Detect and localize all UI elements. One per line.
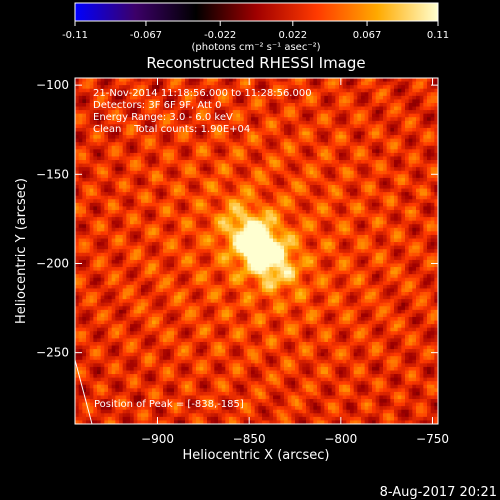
y-tick-label: −250	[36, 346, 69, 360]
info-line-detectors: Detectors: 3F 6F 9F, Att 0	[93, 100, 221, 111]
x-tick-label: −750	[416, 432, 449, 446]
chart-title: Reconstructed RHESSI Image	[146, 54, 365, 72]
colorbar-units: (photons cm⁻² s⁻¹ asec⁻²)	[191, 42, 320, 53]
colorbar-tick-label: -0.11	[62, 30, 88, 41]
colorbar-tick-label: 0.022	[278, 30, 307, 41]
colorbar	[74, 2, 439, 22]
y-tick-label: −150	[36, 167, 69, 181]
info-line-time: 21-Nov-2014 11:18:56.000 to 11:28:56.000	[93, 88, 312, 99]
x-tick-label: −850	[233, 432, 266, 446]
x-axis-ticks: −900 −850 −800 −750	[141, 78, 449, 446]
colorbar-tick-label: -0.067	[130, 30, 162, 41]
colorbar-tick-label: 0.067	[353, 30, 382, 41]
info-block: 21-Nov-2014 11:18:56.000 to 11:28:56.000…	[93, 88, 312, 135]
heatmap-image	[75, 78, 438, 424]
footer-date: 8-Aug-2017 20:21	[380, 485, 497, 500]
y-axis-ticks: −100 −150 −200 −250	[36, 78, 438, 360]
info-line-clean: Clean Total counts: 1.90E+04	[93, 124, 250, 135]
colorbar-ticks: -0.11 -0.067 -0.022 0.022 0.067 0.11	[62, 21, 449, 41]
peak-pointer-line	[74, 359, 93, 425]
x-axis-title: Heliocentric X (arcsec)	[183, 448, 330, 463]
y-tick-label: −100	[36, 78, 69, 92]
colorbar-tick-label: -0.022	[204, 30, 236, 41]
colorbar-tick-label: 0.11	[427, 30, 449, 41]
info-line-energy: Energy Range: 3.0 - 6.0 keV	[93, 112, 233, 123]
y-axis-title: Heliocentric Y (arcsec)	[14, 178, 29, 324]
x-tick-label: −900	[141, 432, 174, 446]
plot-frame	[74, 77, 439, 425]
y-tick-label: −200	[36, 256, 69, 270]
peak-position-label: Position of Peak = [-838,-185]	[94, 399, 244, 410]
x-tick-label: −800	[324, 432, 357, 446]
